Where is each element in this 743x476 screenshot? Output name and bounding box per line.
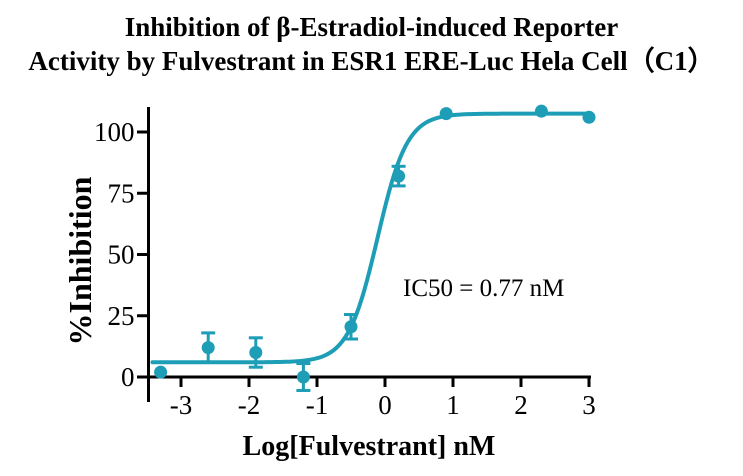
data-point (392, 169, 406, 183)
data-point (534, 104, 548, 118)
data-point (201, 341, 215, 355)
data-point (296, 370, 310, 384)
chart-title-line1: Inhibition of β-Estradiol-induced Report… (124, 12, 619, 42)
y-tick-label: 50 (108, 240, 135, 270)
y-tick-label: 100 (94, 117, 135, 147)
x-tick-label: 3 (582, 390, 596, 420)
data-point (344, 320, 358, 334)
data-point (582, 110, 596, 124)
y-axis-title: %Inhibition (62, 176, 98, 345)
data-point (154, 365, 168, 379)
dose-response-chart: -3 -2 -1 0 1 2 3 0 25 50 75 100 Log[Fulvestrant] nM%… (62, 104, 596, 462)
x-tick-label: -2 (238, 390, 261, 420)
chart-area: -3 -2 -1 0 1 2 3 0 25 50 75 100 Log[Fulvestrant] nM%… (0, 84, 743, 476)
ic50-annotation: IC50 = 0.77 nM (403, 275, 564, 302)
y-tick-label: 75 (108, 178, 135, 208)
x-axis-title: Log[Fulvestrant] nM (243, 431, 496, 462)
chart-title: Inhibition of β-Estradiol-induced Report… (0, 0, 743, 78)
x-tick-label: -1 (306, 390, 329, 420)
chart-title-line2: Activity by Fulvestrant in ESR1 ERE-Luc … (28, 46, 715, 76)
data-point (439, 107, 453, 121)
fit-curve (150, 111, 590, 365)
x-tick-label: 2 (514, 390, 528, 420)
y-tick-label: 0 (121, 362, 135, 392)
x-tick-label: -3 (170, 390, 193, 420)
x-tick-label: 0 (378, 390, 392, 420)
y-tick-label: 25 (108, 301, 135, 331)
data-point (249, 346, 263, 359)
x-tick-label: 1 (446, 390, 460, 420)
